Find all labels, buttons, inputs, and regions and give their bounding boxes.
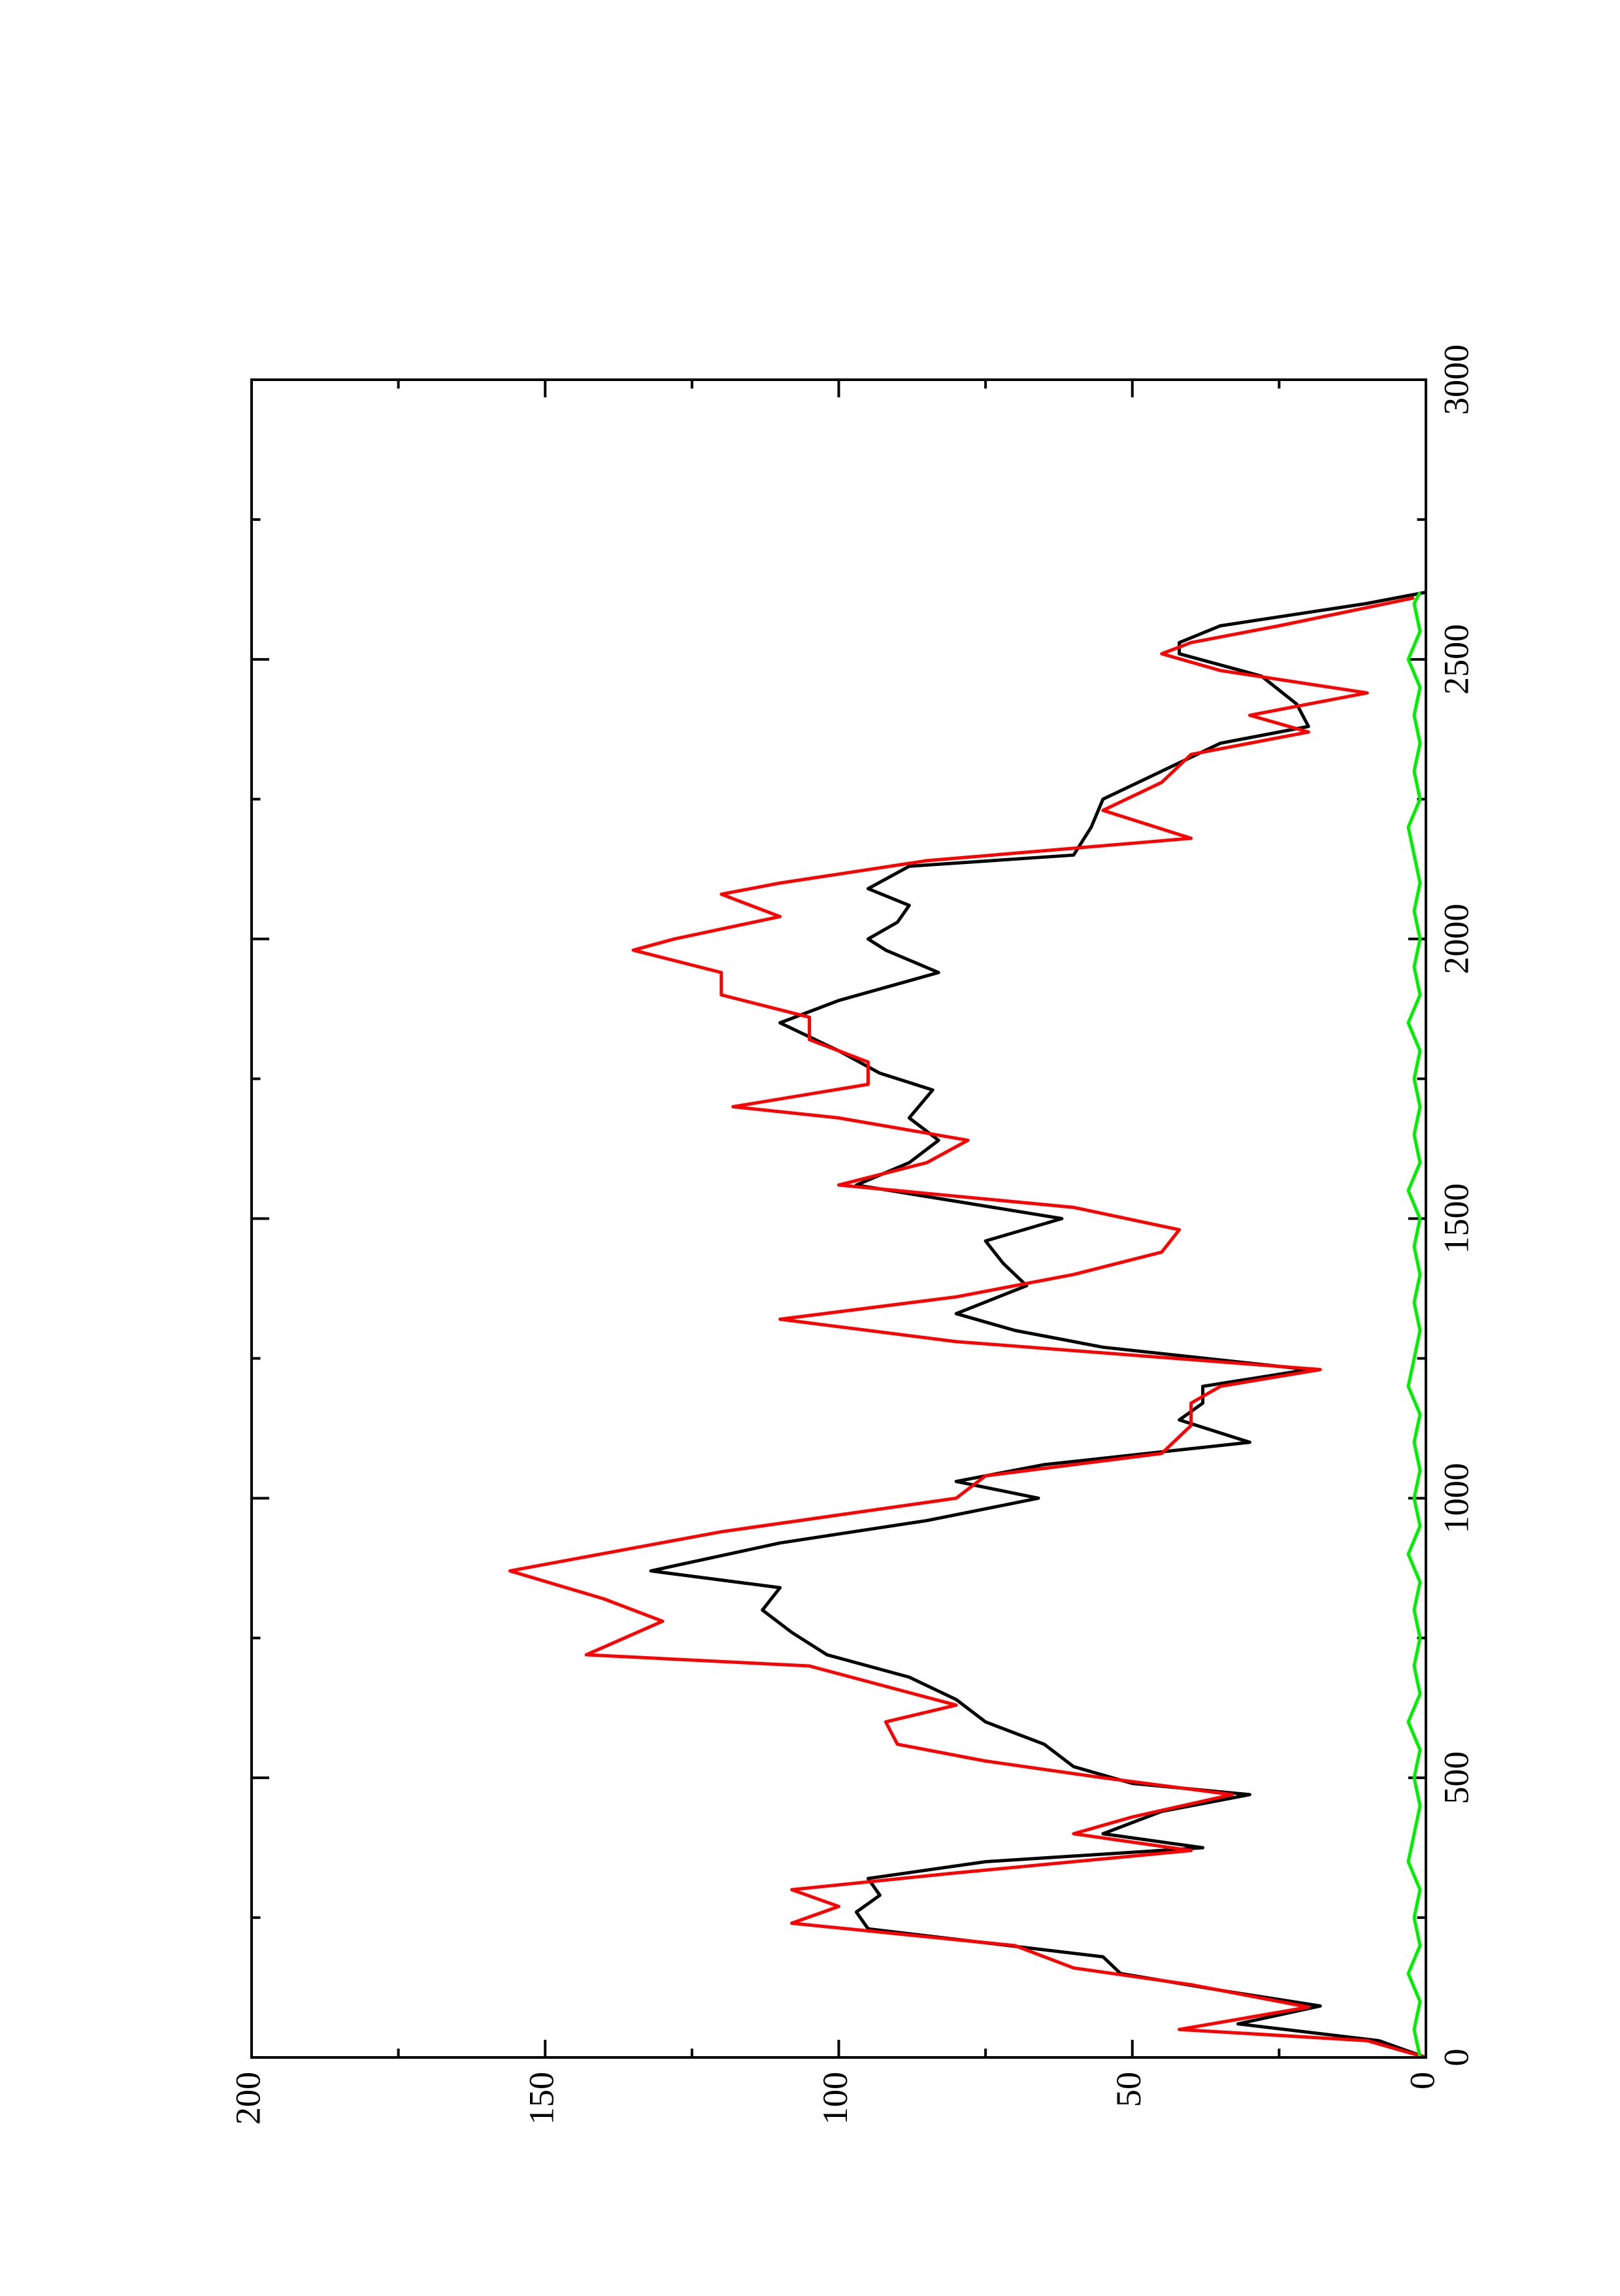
data-line [1406,591,1422,2058]
x-tick-label: 500 [1436,1752,1476,1805]
x-tick-label: 2000 [1436,904,1476,974]
x-tick-label: 1500 [1436,1184,1476,1254]
y-tick-label: 50 [1109,2072,1148,2107]
x-tick-label: 3000 [1436,344,1476,415]
x-tick-label: 0 [1436,2049,1476,2067]
y-tick-label: 200 [228,2072,267,2125]
plot-frame [250,378,1427,2059]
y-tick-label: 0 [1402,2072,1442,2089]
y-tick-label: 150 [522,2072,561,2125]
x-tick-label: 1000 [1436,1463,1476,1533]
y-tick-label: 100 [816,2072,855,2125]
plot-area: 0 500 1000 1500 2000 2500 3000 0 50 100 150 200 [228,344,1476,2125]
data-line [508,596,1427,2059]
x-tick-label: 2500 [1436,624,1476,695]
